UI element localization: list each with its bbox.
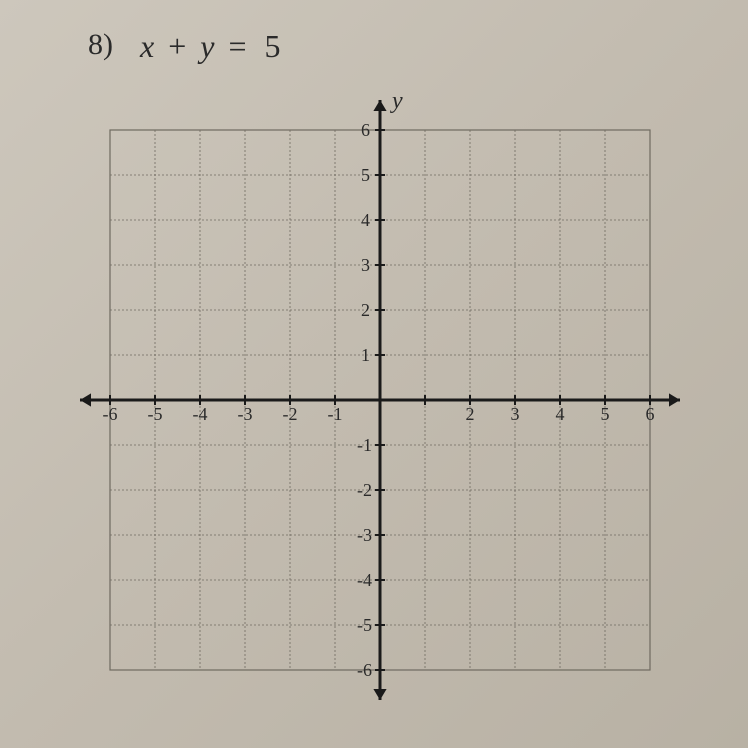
svg-text:-3: -3: [238, 404, 253, 424]
svg-text:-2: -2: [283, 404, 298, 424]
svg-text:-1: -1: [357, 435, 372, 455]
equals-sign: =: [228, 28, 247, 64]
equation-y: y: [200, 28, 215, 64]
svg-text:4: 4: [361, 210, 370, 230]
equation-rhs: 5: [265, 28, 282, 64]
svg-text:-1: -1: [328, 404, 343, 424]
coordinate-grid: -6-5-4-3-2-123456123456-1-2-3-4-5-6xy: [70, 90, 690, 710]
svg-text:1: 1: [361, 345, 370, 365]
svg-text:6: 6: [646, 404, 655, 424]
svg-text:3: 3: [511, 404, 520, 424]
plus-sign: +: [168, 28, 187, 64]
svg-text:-6: -6: [357, 660, 372, 680]
equation-x: x: [140, 28, 155, 64]
svg-text:5: 5: [361, 165, 370, 185]
problem-number: 8): [88, 28, 113, 62]
svg-text:3: 3: [361, 255, 370, 275]
svg-text:-3: -3: [357, 525, 372, 545]
svg-text:-5: -5: [357, 615, 372, 635]
svg-text:-6: -6: [103, 404, 118, 424]
svg-text:5: 5: [601, 404, 610, 424]
svg-text:6: 6: [361, 120, 370, 140]
svg-text:-5: -5: [148, 404, 163, 424]
svg-text:-4: -4: [193, 404, 208, 424]
svg-text:-2: -2: [357, 480, 372, 500]
worksheet-page: 8) x + y = 5 -6 -5 -4 -3 -2 -1 2 3 4 5 6 1 2 3 4 5 6 -1 -2…: [0, 0, 748, 748]
svg-text:2: 2: [361, 300, 370, 320]
svg-text:4: 4: [556, 404, 565, 424]
equation: x + y = 5: [140, 28, 286, 65]
svg-text:y: y: [390, 90, 403, 114]
svg-text:-4: -4: [357, 570, 372, 590]
svg-text:2: 2: [466, 404, 475, 424]
grid-svg: -6-5-4-3-2-123456123456-1-2-3-4-5-6xy: [70, 90, 690, 710]
